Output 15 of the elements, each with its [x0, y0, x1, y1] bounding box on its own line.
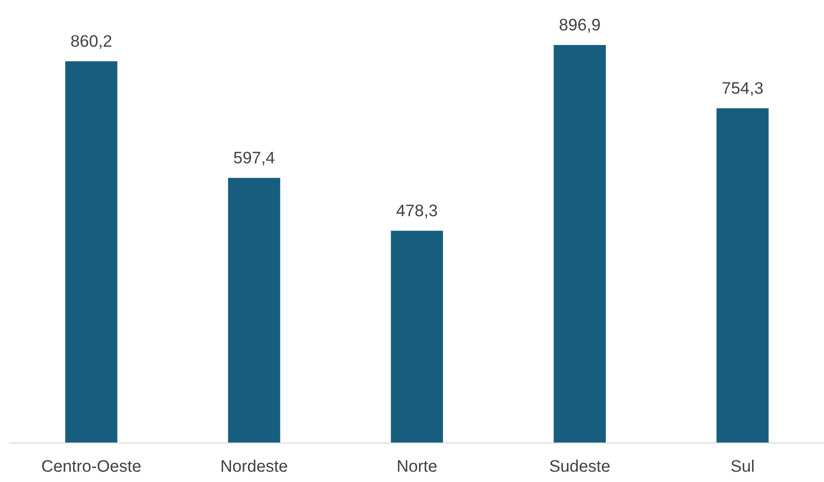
- data-label: 860,2: [71, 35, 112, 49]
- bar: [716, 108, 769, 443]
- bar: [554, 45, 606, 443]
- data-label: 478,3: [396, 204, 438, 218]
- x-tick-label: Sudeste: [550, 460, 610, 472]
- bar: [390, 230, 443, 443]
- x-tick-label: Nordeste: [222, 460, 288, 472]
- bar: [228, 178, 280, 443]
- data-label: 896,9: [560, 18, 600, 33]
- bar: [65, 61, 118, 443]
- data-label: 597,4: [234, 152, 274, 166]
- data-label: 754,3: [722, 82, 763, 96]
- x-tick-label: Norte: [398, 460, 437, 472]
- x-tick-label: Sul: [731, 460, 754, 472]
- x-tick-label: Centro-Oeste: [42, 460, 141, 472]
